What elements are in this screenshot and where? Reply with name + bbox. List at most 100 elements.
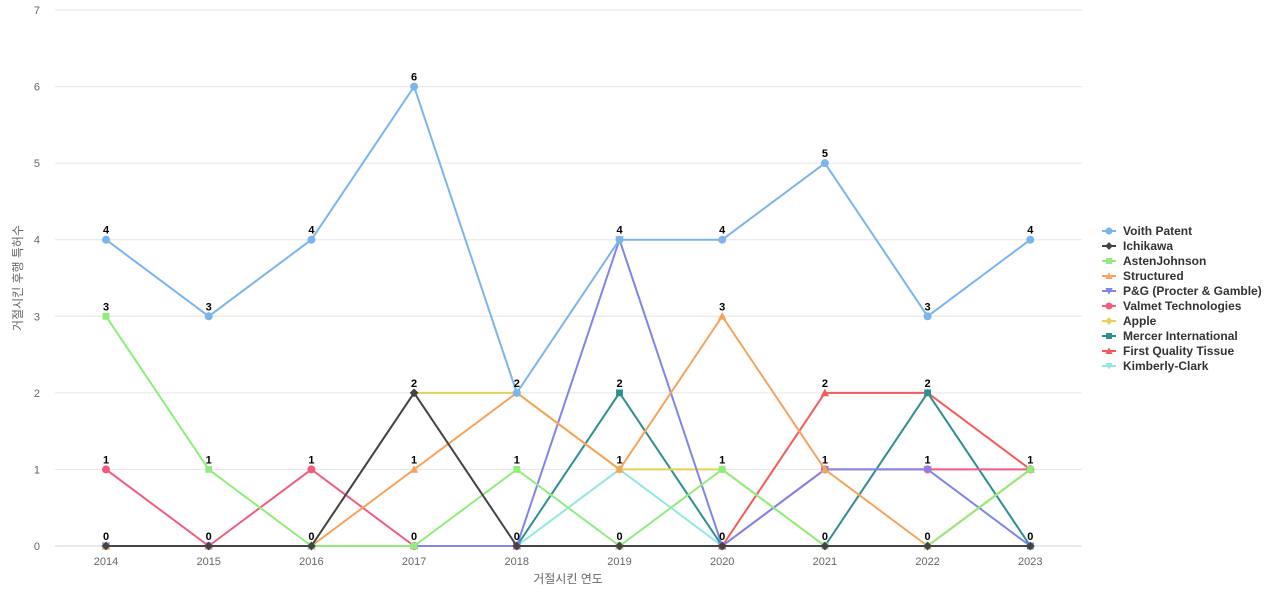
legend-item[interactable]: Structured [1102,269,1184,283]
x-tick-label: 2022 [915,556,939,568]
data-point[interactable] [512,388,521,397]
data-label: 1 [822,454,828,466]
data-label: 4 [103,225,110,237]
data-point[interactable] [923,312,932,321]
legend-symbol [1105,288,1113,295]
legend-symbol [1105,347,1113,354]
legend-item[interactable]: First Quality Tissue [1102,344,1234,358]
legend-item[interactable]: P&G (Procter & Gamble) [1102,284,1262,298]
data-point[interactable] [204,312,213,321]
y-tick-label: 4 [34,235,40,247]
data-point[interactable] [718,235,727,244]
y-axis-ticks: 0 1 2 3 4 5 6 7 [34,5,40,553]
data-point[interactable] [820,541,830,551]
series-line[interactable] [105,85,1031,394]
data-point[interactable] [410,82,419,91]
series-lines [101,82,1035,551]
data-point[interactable] [307,465,316,474]
data-point[interactable] [307,541,316,551]
data-label: 2 [822,378,828,390]
data-point[interactable] [923,541,932,551]
data-point[interactable] [820,159,829,168]
data-point[interactable] [718,466,726,473]
y-tick-label: 7 [34,5,40,17]
data-point[interactable] [615,465,624,473]
legend-label: Apple [1123,314,1157,328]
data-point[interactable] [205,466,213,473]
data-label: 1 [411,454,417,466]
legend-label: First Quality Tissue [1123,344,1234,358]
data-label: 2 [616,378,622,390]
legend-item[interactable]: Mercer International [1102,329,1238,343]
x-tick-label: 2019 [607,556,631,568]
data-point[interactable] [307,235,316,244]
data-label: 0 [925,531,931,543]
x-tick-label: 2023 [1018,556,1042,568]
data-point[interactable] [102,312,110,320]
data-label: 0 [411,531,417,543]
data-point[interactable] [410,542,418,550]
legend-symbol [1106,333,1112,339]
data-label: 1 [719,454,725,466]
data-point[interactable] [101,541,111,551]
data-label: 3 [103,301,109,313]
legend-symbol [1105,317,1113,325]
legend-item[interactable]: Ichikawa [1102,239,1173,253]
data-label: 1 [925,454,931,466]
data-point[interactable] [924,389,931,397]
data-label: 0 [308,531,314,543]
data-point[interactable] [512,541,522,551]
y-tick-label: 0 [34,541,40,553]
legend-label: Valmet Technologies [1123,299,1242,313]
legend-item[interactable]: Kimberly-Clark [1102,359,1209,373]
data-point[interactable] [615,235,624,244]
legend[interactable]: Voith PatentIchikawaAstenJohnsonStructur… [1102,224,1262,373]
legend-item[interactable]: AstenJohnson [1102,254,1206,268]
data-point[interactable] [102,235,110,244]
data-point[interactable] [718,312,727,320]
data-point[interactable] [616,389,623,397]
data-point[interactable] [1026,235,1035,244]
data-point[interactable] [615,541,624,551]
legend-item[interactable]: Apple [1102,314,1157,328]
series-structured[interactable] [101,312,1035,550]
legend-item[interactable]: Voith Patent [1102,224,1192,238]
data-label: 4 [719,225,726,237]
series-voith-patent[interactable] [102,82,1035,397]
x-tick-label: 2021 [813,556,837,568]
data-point[interactable] [102,465,110,474]
legend-label: AstenJohnson [1123,254,1206,268]
data-point[interactable] [409,388,419,398]
data-label: 2 [925,378,931,390]
data-point[interactable] [820,465,830,473]
data-label: 1 [308,454,314,466]
data-point[interactable] [409,465,419,473]
data-label: 0 [103,531,109,543]
data-label: 3 [719,301,725,313]
data-label: 4 [616,225,623,237]
legend-label: Ichikawa [1123,239,1173,253]
data-point[interactable] [717,541,727,551]
data-point[interactable] [1026,466,1034,473]
series-line[interactable] [106,391,1031,547]
series-line[interactable] [106,315,1031,547]
data-point[interactable] [204,541,214,551]
legend-label: Voith Patent [1123,224,1192,238]
legend-label: Structured [1123,269,1184,283]
data-label: 0 [1027,531,1033,543]
data-point[interactable] [923,466,932,474]
data-point[interactable] [513,466,521,473]
data-point[interactable] [1025,541,1035,551]
data-label: 0 [206,531,212,543]
data-point[interactable] [820,388,830,397]
legend-item[interactable]: Valmet Technologies [1102,299,1242,313]
data-label: 0 [616,531,622,543]
data-label: 0 [822,531,828,543]
data-label: 0 [514,531,520,543]
data-label: 2 [514,378,520,390]
series-ichikawa[interactable] [101,388,1035,551]
data-label: 3 [925,301,931,313]
